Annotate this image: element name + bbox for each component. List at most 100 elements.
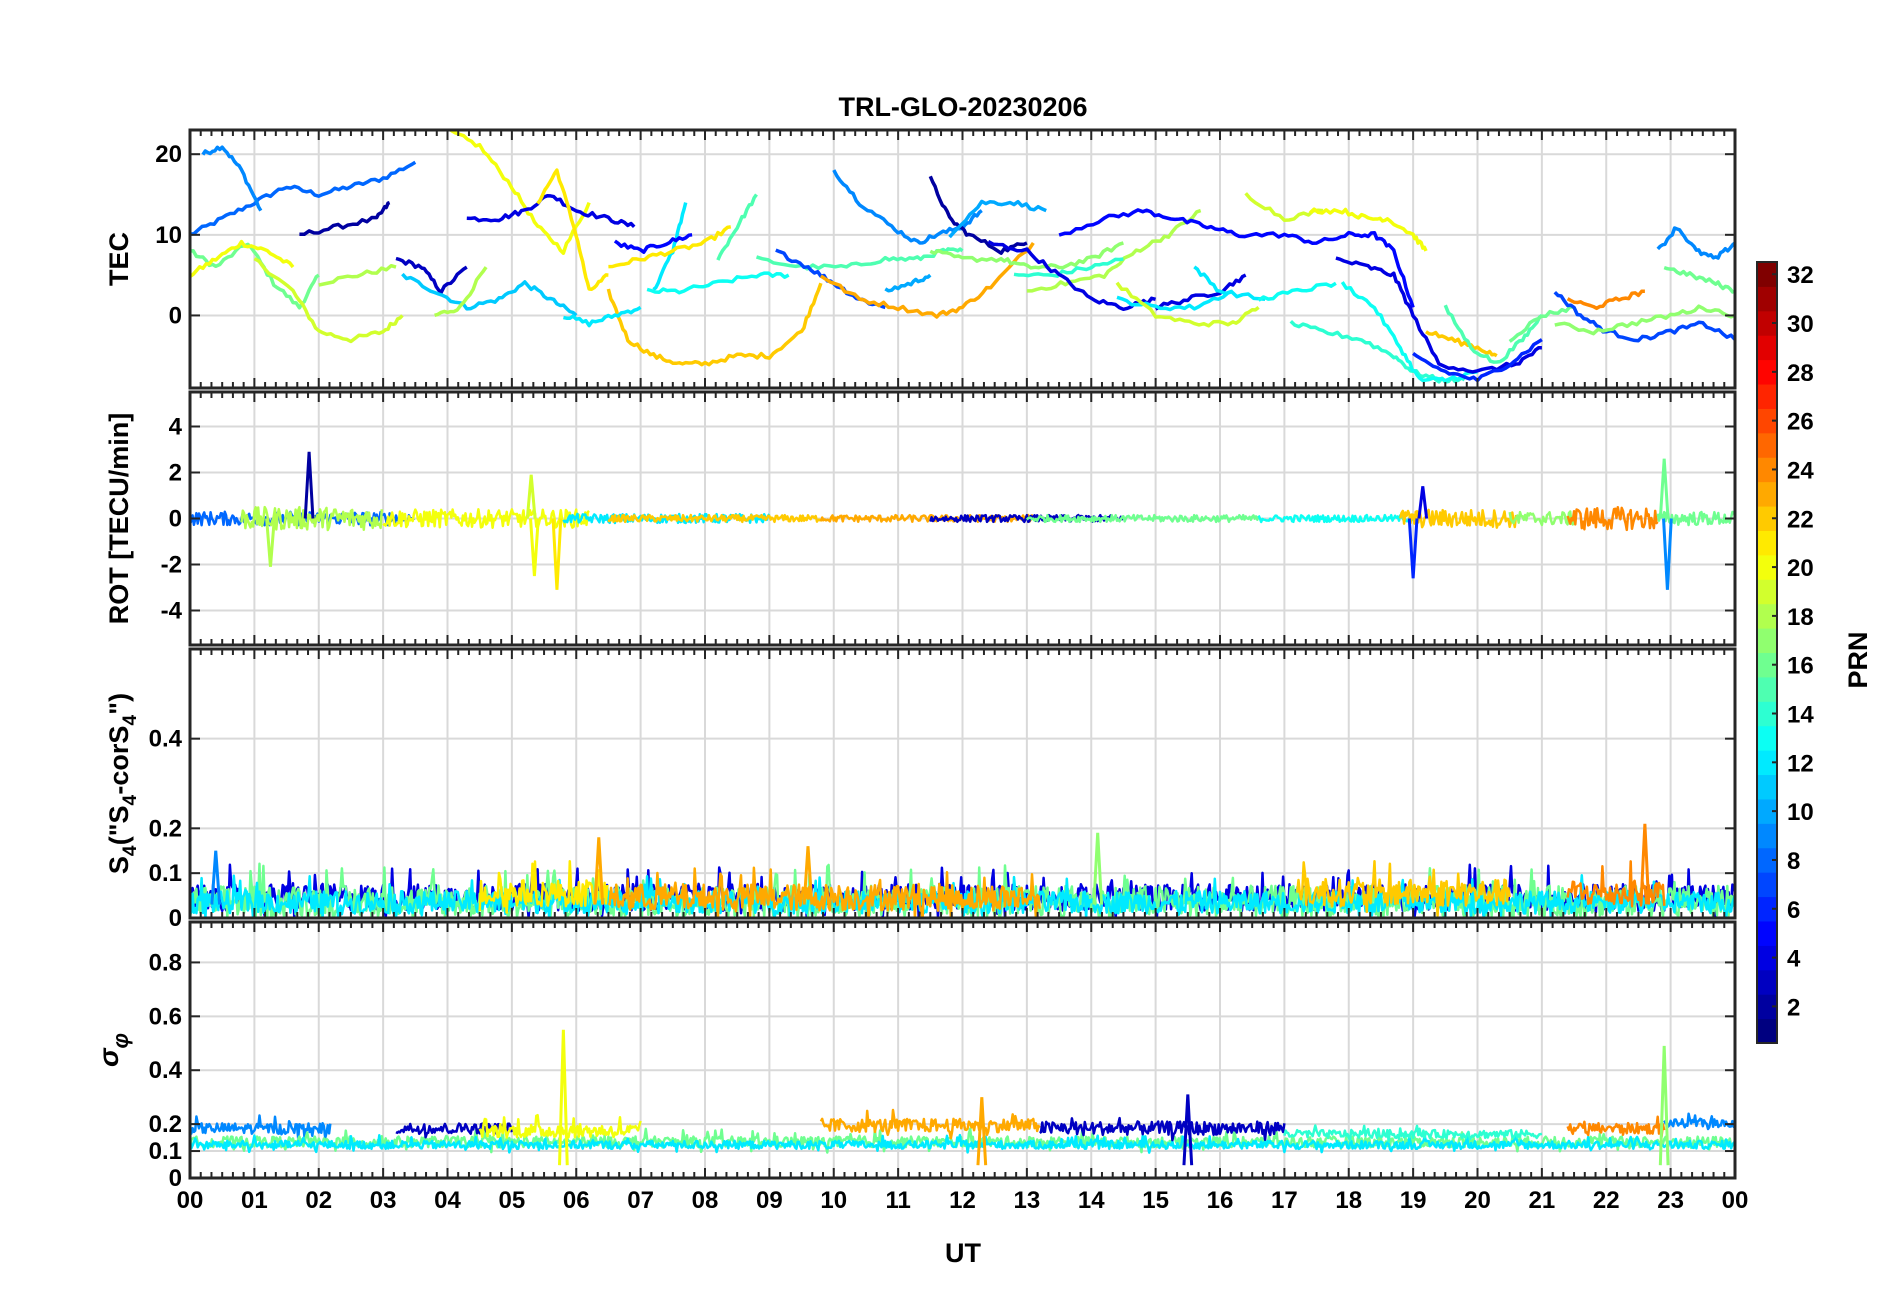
colorbar-label: PRN (1843, 631, 1873, 688)
x-tick-label: 03 (370, 1187, 397, 1214)
track-prn-8 (190, 160, 417, 236)
colorbar-swatch (1757, 1018, 1777, 1044)
x-tick-label: 09 (756, 1187, 783, 1214)
noise-prn-22 (607, 513, 822, 524)
colorbar-frame (1756, 261, 1778, 1044)
spike-prn-23 (976, 1097, 988, 1166)
track-prn-7 (775, 248, 886, 310)
data-series (190, 823, 1735, 918)
track-prn-20 (190, 239, 295, 278)
colorbar-swatch (1757, 628, 1777, 653)
track-prn-12 (1193, 265, 1266, 302)
colorbar-swatch (1757, 872, 1777, 898)
colorbar-tick-label: 6 (1787, 897, 1800, 924)
track-prn-15 (716, 193, 758, 261)
colorbar-tick-label: 4 (1787, 946, 1801, 973)
colorbar-tick-label: 8 (1787, 848, 1800, 875)
spike-prn-24 (1639, 823, 1651, 905)
track-prn-5 (613, 233, 693, 254)
spike-prn-17 (1658, 1045, 1670, 1166)
track-prn-14 (1013, 257, 1124, 278)
noise-prn-12 (190, 1133, 1735, 1154)
track-prn-18 (318, 263, 397, 287)
panel-3: 0 0.1 0.2 0.4 S4 ("S4 -corS4 ") (104, 647, 1737, 932)
colorbar-tick-label: 26 (1787, 409, 1814, 436)
track-prn-18 (1026, 208, 1202, 293)
colorbar-tick-label: 30 (1787, 311, 1814, 338)
colorbar-swatch (1757, 530, 1777, 556)
track-prn-22 (1425, 330, 1498, 358)
x-tick-label: 07 (627, 1187, 654, 1214)
noise-prn-23 (607, 866, 1041, 918)
data-series (190, 1029, 1735, 1166)
track-prn-12 (1116, 289, 1234, 312)
noise-prn-9 (1663, 1112, 1735, 1131)
colorbar-tick-label: 16 (1787, 653, 1814, 680)
x-ticks (189, 392, 1736, 645)
noise-prn-20 (382, 508, 590, 529)
y-tick-label: 0.1 (149, 860, 182, 887)
spike-prn-2 (303, 451, 315, 519)
colorbar-swatch (1757, 579, 1777, 605)
x-ticks (189, 649, 1736, 918)
x-tick-label: 23 (1657, 1187, 1684, 1214)
y-tick-label: 0.8 (149, 949, 182, 976)
grid (189, 649, 1736, 919)
y-tick-label: -2 (161, 552, 182, 579)
y-axis-label: σφ (93, 1033, 133, 1067)
noise-prn-18 (240, 505, 384, 532)
track-prn-19 (1244, 192, 1324, 223)
colorbar-tick-label: 32 (1787, 262, 1814, 289)
track-prn-19 (253, 257, 404, 344)
x-tick-label: 06 (563, 1187, 590, 1214)
colorbar-swatch (1757, 408, 1777, 434)
track-prn-20 (447, 130, 591, 255)
colorbar-tick-label: 28 (1787, 360, 1814, 387)
spike-prn-17 (1092, 832, 1104, 905)
track-prn-9 (1656, 226, 1735, 260)
spike-prn-23 (802, 846, 814, 905)
panel-4: 00.10.2 0.4 0.6 0.8 σφ (93, 920, 1737, 1192)
y-tick-label: 0.4 (149, 726, 183, 753)
colorbar-swatch (1757, 920, 1777, 946)
track-prn-4 (987, 239, 1157, 312)
spike-prn-23 (593, 837, 605, 905)
colorbar-swatch (1757, 310, 1777, 336)
track-prn-13 (1257, 281, 1337, 302)
x-tick-label: 08 (692, 1187, 719, 1214)
track-prn-3 (395, 256, 468, 295)
track-prn-21 (608, 225, 732, 269)
track-prn-16 (1508, 304, 1575, 343)
track-prn-17 (1554, 304, 1735, 336)
y-ticks: 0 10 20 (155, 141, 1735, 329)
colorbar-swatch (1757, 506, 1777, 531)
track-prn-10 (948, 199, 1047, 239)
x-tick-label: 05 (499, 1187, 526, 1214)
track-prn-2 (299, 200, 391, 237)
y-axis-label: S4 ("S4 -corS4 ") (104, 693, 141, 874)
colorbar-tick-label: 18 (1787, 604, 1814, 631)
spike-prn-16 (1658, 458, 1670, 519)
colorbar-swatch (1757, 798, 1777, 824)
colorbar-swatch (1757, 262, 1777, 287)
colorbar-swatch (1757, 945, 1777, 971)
track-prn-11 (401, 272, 578, 317)
noise-prn-16 (1025, 513, 1260, 524)
x-tick-label: 20 (1464, 1187, 1491, 1214)
x-tick-label: 13 (1014, 1187, 1041, 1214)
y-axis-label: ROT [TECU/min] (104, 413, 134, 624)
noise-prn-24 (1566, 1115, 1666, 1138)
track-prn-14 (1289, 319, 1466, 384)
track-prn-13 (646, 271, 790, 295)
spike-prn-3 (1182, 1094, 1194, 1166)
colorbar-swatch (1757, 286, 1777, 312)
colorbar-swatch (1757, 457, 1777, 483)
noise-prn-9 (190, 1114, 332, 1140)
track-prn-23 (819, 241, 1035, 319)
colorbar-swatch (1757, 554, 1777, 580)
track-prn-20 (1308, 207, 1428, 252)
x-tick-label: 16 (1207, 1187, 1234, 1214)
data-series (190, 130, 1735, 384)
